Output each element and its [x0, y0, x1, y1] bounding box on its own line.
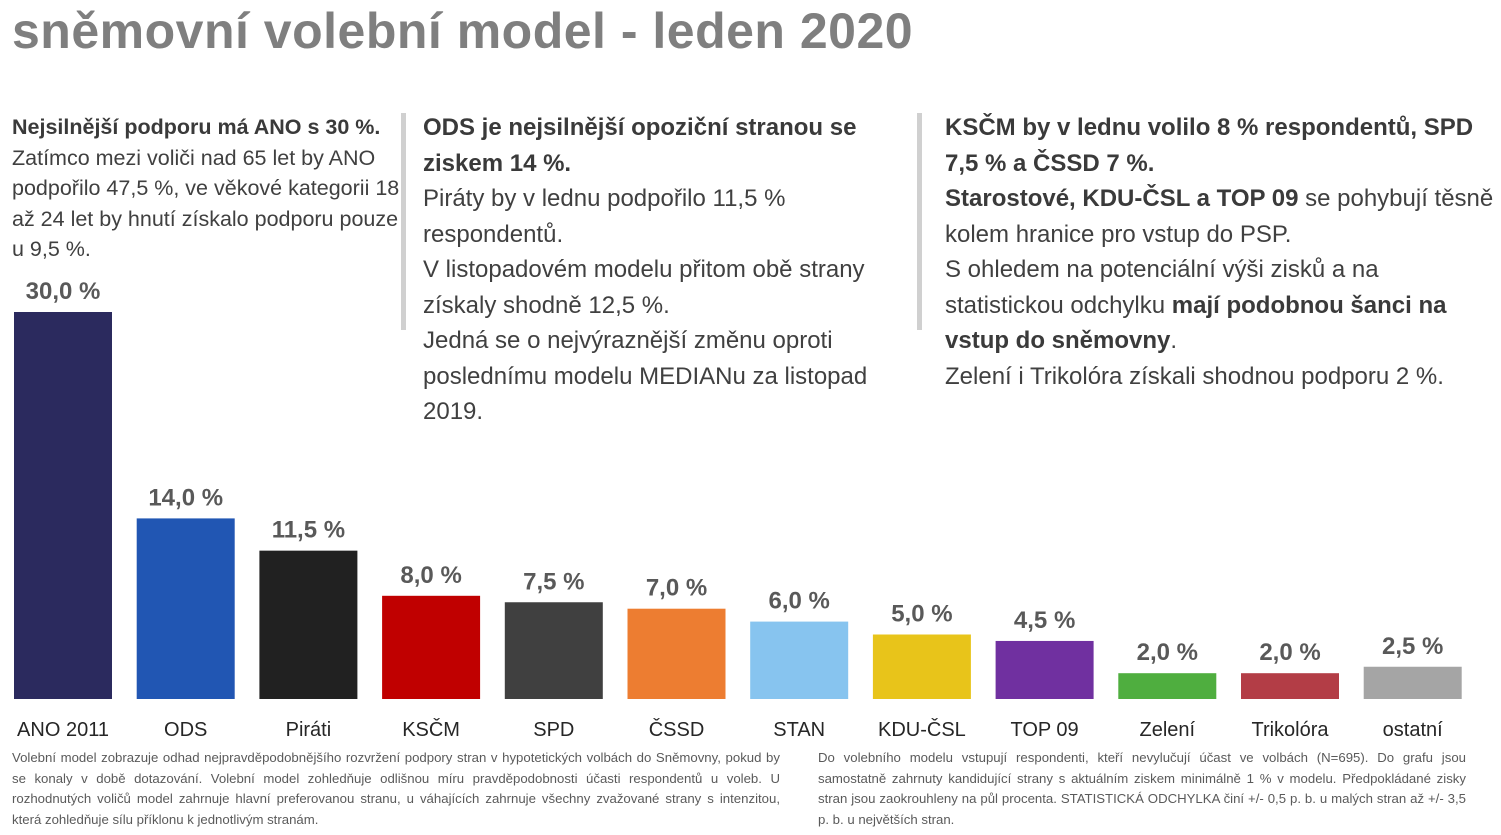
bar-3 [259, 550, 358, 699]
category-label-10: Zelení [1140, 719, 1196, 741]
bar-2 [136, 518, 235, 699]
text-november: V listopadovém modelu přitom obě strany … [423, 256, 865, 319]
bar-1 [14, 312, 112, 699]
text-deviation: S ohledem na potenciální výši zisků a na… [945, 256, 1379, 319]
value-label-2: 14,0 % [148, 484, 223, 511]
value-label-4: 8,0 % [400, 562, 461, 589]
value-label-3: 11,5 % [272, 517, 345, 544]
bar-8 [872, 634, 971, 699]
text-ods-headline: ODS je nejsilnější opoziční stranou se z… [423, 114, 857, 177]
category-label-2: ODS [164, 719, 207, 741]
value-label-7: 6,0 % [769, 588, 830, 615]
text-stan-parties: Starostové, KDU-ČSL a TOP 09 [945, 185, 1299, 212]
text-chance: mají podobnou šanci na vstup do sněmovny [945, 291, 1447, 355]
text-block-ano: Nejsilnější podporu má ANO s 30 %. Zatím… [12, 112, 412, 265]
value-label-6: 7,0 % [646, 575, 707, 602]
bar-4 [382, 595, 481, 699]
text-ano-detail: Zatímco mezi voliči nad 65 let by ANO po… [12, 145, 400, 262]
chart-title: sněmovní volební model - leden 2020 [12, 3, 914, 59]
text-period: . [1170, 327, 1178, 354]
bar-7 [750, 621, 849, 699]
text-ano-headline: Nejsilnější podporu má ANO s 30 %. [12, 115, 381, 139]
value-label-11: 2,0 % [1259, 639, 1320, 666]
column-divider [401, 113, 406, 330]
bar-11 [1241, 673, 1339, 699]
bar-10 [1118, 673, 1217, 699]
category-label-8: KDU-ČSL [878, 718, 966, 741]
text-kscm-headline: KSČM by v lednu volilo 8 % respondentů, … [945, 114, 1474, 177]
value-label-9: 4,5 % [1014, 607, 1075, 634]
category-label-5: SPD [533, 719, 574, 741]
category-label-1: ANO 2011 [17, 719, 109, 741]
footnote-methodology: Volební model zobrazuje odhad nejpravděp… [12, 750, 780, 827]
bar-12 [1363, 666, 1462, 699]
value-label-5: 7,5 % [523, 568, 584, 595]
category-label-7: STAN [773, 719, 825, 741]
bar-6 [627, 608, 726, 699]
bar-5 [504, 602, 603, 699]
category-label-9: TOP 09 [1010, 719, 1078, 741]
value-label-12: 2,5 % [1382, 633, 1443, 660]
text-block-ods: ODS je nejsilnější opoziční stranou se z… [423, 110, 898, 430]
text-pirati: Piráty by v lednu podpořilo 11,5 % respo… [423, 185, 786, 248]
value-label-1: 30,0 % [26, 278, 101, 305]
bar-9 [995, 640, 1094, 699]
value-label-10: 2,0 % [1137, 639, 1198, 666]
text-block-small-parties: KSČM by v lednu volilo 8 % respondentů, … [945, 110, 1501, 394]
text-change: Jedná se o nejvýraznější změnu oproti po… [423, 327, 868, 425]
category-label-6: ČSSD [649, 718, 705, 741]
category-label-12: ostatní [1383, 719, 1443, 741]
category-label-3: Piráti [286, 719, 332, 741]
text-zeleni: Zelení i Trikolóra získali shodnou podpo… [945, 362, 1444, 390]
bar-chart: 30,0 % ANO 2011 14,0 % ODS 11,5 % Piráti 8,0 %… [14, 278, 1462, 741]
column-divider [917, 113, 922, 330]
footnote-sample: Do volebního modelu vstupují respondenti… [818, 750, 1466, 827]
value-label-8: 5,0 % [891, 601, 952, 628]
text-threshold: se pohybují těsně kolem hranice pro vstu… [945, 185, 1494, 248]
category-label-4: KSČM [402, 718, 460, 741]
category-label-11: Trikolóra [1251, 719, 1329, 741]
